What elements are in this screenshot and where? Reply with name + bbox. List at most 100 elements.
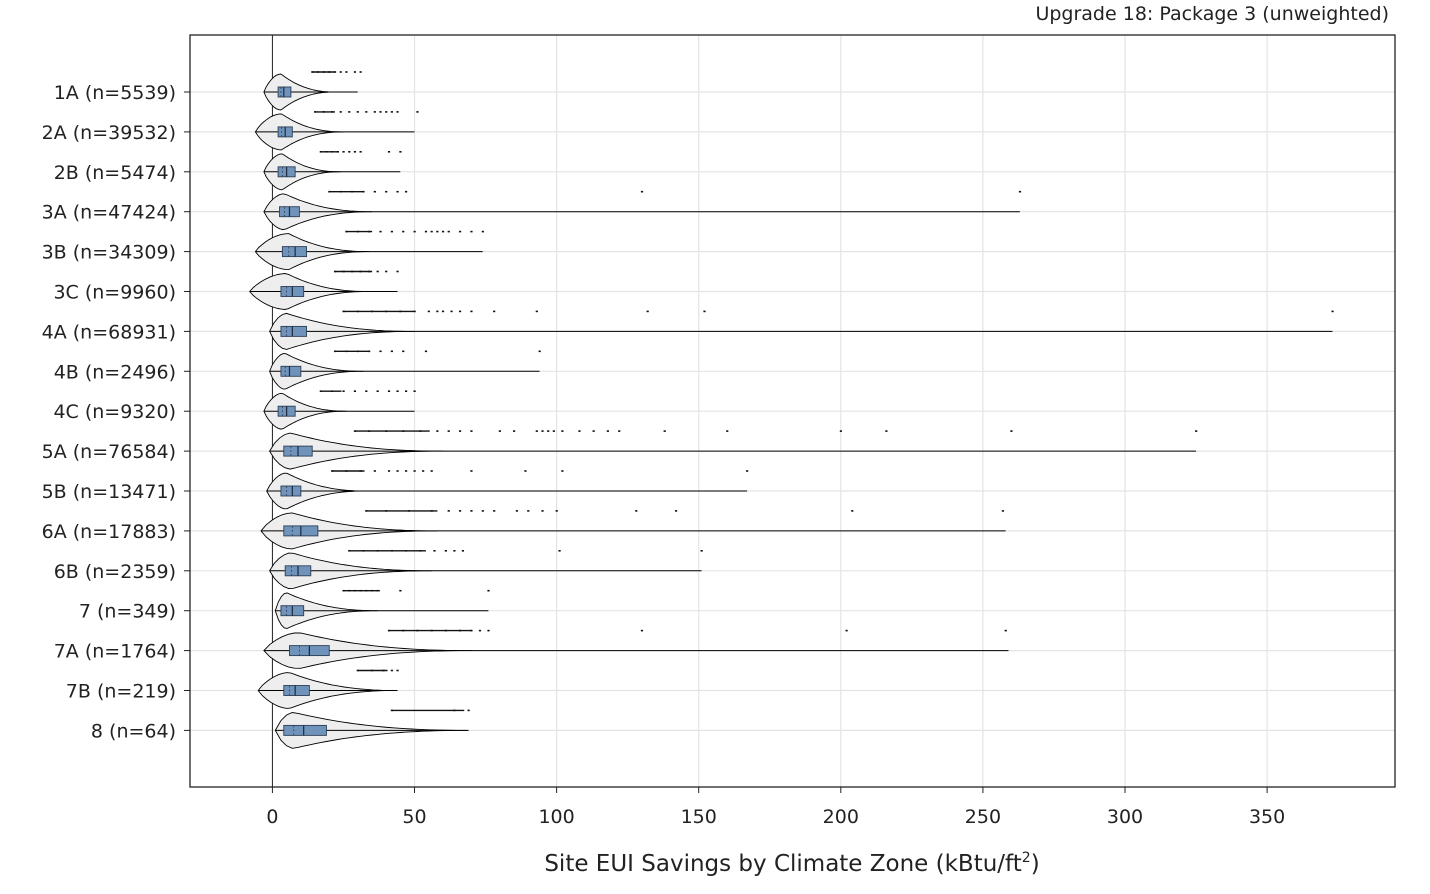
outlier-point <box>470 310 473 313</box>
outlier-point <box>385 310 388 313</box>
outlier-point <box>322 111 325 113</box>
outlier-point <box>527 510 530 512</box>
outlier-point <box>333 71 337 73</box>
outlier-point <box>413 470 416 472</box>
outlier-point <box>316 71 320 73</box>
outlier-point <box>416 111 419 113</box>
outlier-point <box>348 550 351 552</box>
outlier-point <box>424 230 428 233</box>
outlier-point <box>1001 510 1005 512</box>
outlier-point <box>515 510 519 512</box>
outlier-point <box>359 470 362 472</box>
outlier-point <box>407 510 411 512</box>
outlier-point <box>356 669 359 672</box>
outlier-point <box>1004 629 1007 632</box>
outlier-point <box>404 550 408 552</box>
outlier-point <box>365 589 368 592</box>
x-axis-ticks: 0 50 100 150 200 250 300 350 <box>266 787 1285 828</box>
outlier-point <box>356 350 359 353</box>
iqr-box <box>277 86 292 98</box>
outlier-point <box>370 310 374 313</box>
violin-rows <box>249 71 1334 749</box>
outlier-point <box>419 550 422 552</box>
outlier-point <box>399 310 402 313</box>
outlier-point <box>618 430 621 432</box>
outlier-point <box>387 470 391 472</box>
outlier-point <box>453 550 456 552</box>
outlier-point <box>885 430 888 432</box>
outlier-point <box>441 310 445 313</box>
outlier-point <box>1331 310 1334 313</box>
outlier-point <box>342 270 345 273</box>
outlier-point <box>416 629 419 632</box>
x-tick-label-350: 350 <box>1249 806 1285 828</box>
outlier-point <box>524 470 527 472</box>
outlier-point <box>413 310 416 313</box>
category-row <box>254 230 484 271</box>
outlier-point <box>640 190 644 193</box>
outlier-point <box>402 350 405 353</box>
outlier-point <box>345 71 348 73</box>
outlier-point <box>362 550 365 552</box>
outlier-point <box>498 430 501 432</box>
outlier-point <box>356 310 359 313</box>
outlier-point <box>444 550 447 552</box>
outlier-point <box>359 270 362 273</box>
x-tick-label-250: 250 <box>965 806 1001 828</box>
outlier-point <box>555 510 558 512</box>
outlier-point <box>333 350 337 353</box>
outlier-point <box>470 510 473 512</box>
x-axis-title-close: ) <box>1031 851 1040 877</box>
outlier-point <box>561 470 564 472</box>
outlier-point <box>390 669 393 672</box>
outlier-point <box>331 390 334 392</box>
outlier-point <box>427 310 430 313</box>
outlier-point <box>387 390 391 392</box>
y-category-label: 7 (n=349) <box>79 601 176 623</box>
x-tick-label-150: 150 <box>681 806 717 828</box>
outlier-point <box>356 230 359 233</box>
outlier-point <box>512 430 516 432</box>
outlier-point <box>353 430 357 432</box>
outlier-point <box>535 430 538 432</box>
category-row <box>249 270 399 310</box>
outlier-point <box>342 151 345 153</box>
outlier-point <box>430 230 433 233</box>
y-category-label: 7B (n=219) <box>66 681 176 703</box>
outlier-point <box>348 151 351 153</box>
outlier-point <box>348 589 351 592</box>
outlier-point <box>404 390 408 392</box>
outlier-point <box>353 589 357 592</box>
y-category-label: 6B (n=2359) <box>54 561 176 583</box>
outlier-point <box>379 230 382 233</box>
outlier-point <box>390 550 393 552</box>
outlier-point <box>700 550 703 552</box>
outlier-point <box>470 629 473 632</box>
iqr-box <box>283 685 310 696</box>
outlier-point <box>461 550 465 552</box>
y-category-label: 7A (n=1764) <box>54 641 176 663</box>
outlier-point <box>578 430 581 432</box>
outlier-point <box>541 510 544 512</box>
outlier-point <box>385 270 388 273</box>
outlier-point <box>470 430 473 432</box>
outlier-point <box>606 430 609 432</box>
outlier-point <box>561 430 564 432</box>
outlier-point <box>345 470 348 472</box>
outlier-point <box>348 111 351 113</box>
outlier-point <box>385 430 388 432</box>
outlier-point <box>365 111 368 113</box>
outlier-point <box>350 190 354 193</box>
outlier-point <box>441 230 445 233</box>
y-category-label: 1A (n=5539) <box>54 82 176 104</box>
outlier-point <box>390 111 393 113</box>
outlier-point <box>319 151 322 153</box>
outlier-point <box>387 629 391 632</box>
category-row <box>254 111 419 151</box>
outlier-point <box>402 430 405 432</box>
outlier-point <box>481 510 484 512</box>
y-category-label: 3A (n=47424) <box>42 202 176 224</box>
outlier-point <box>342 589 345 592</box>
outlier-point <box>339 111 342 113</box>
outlier-point <box>328 190 331 193</box>
